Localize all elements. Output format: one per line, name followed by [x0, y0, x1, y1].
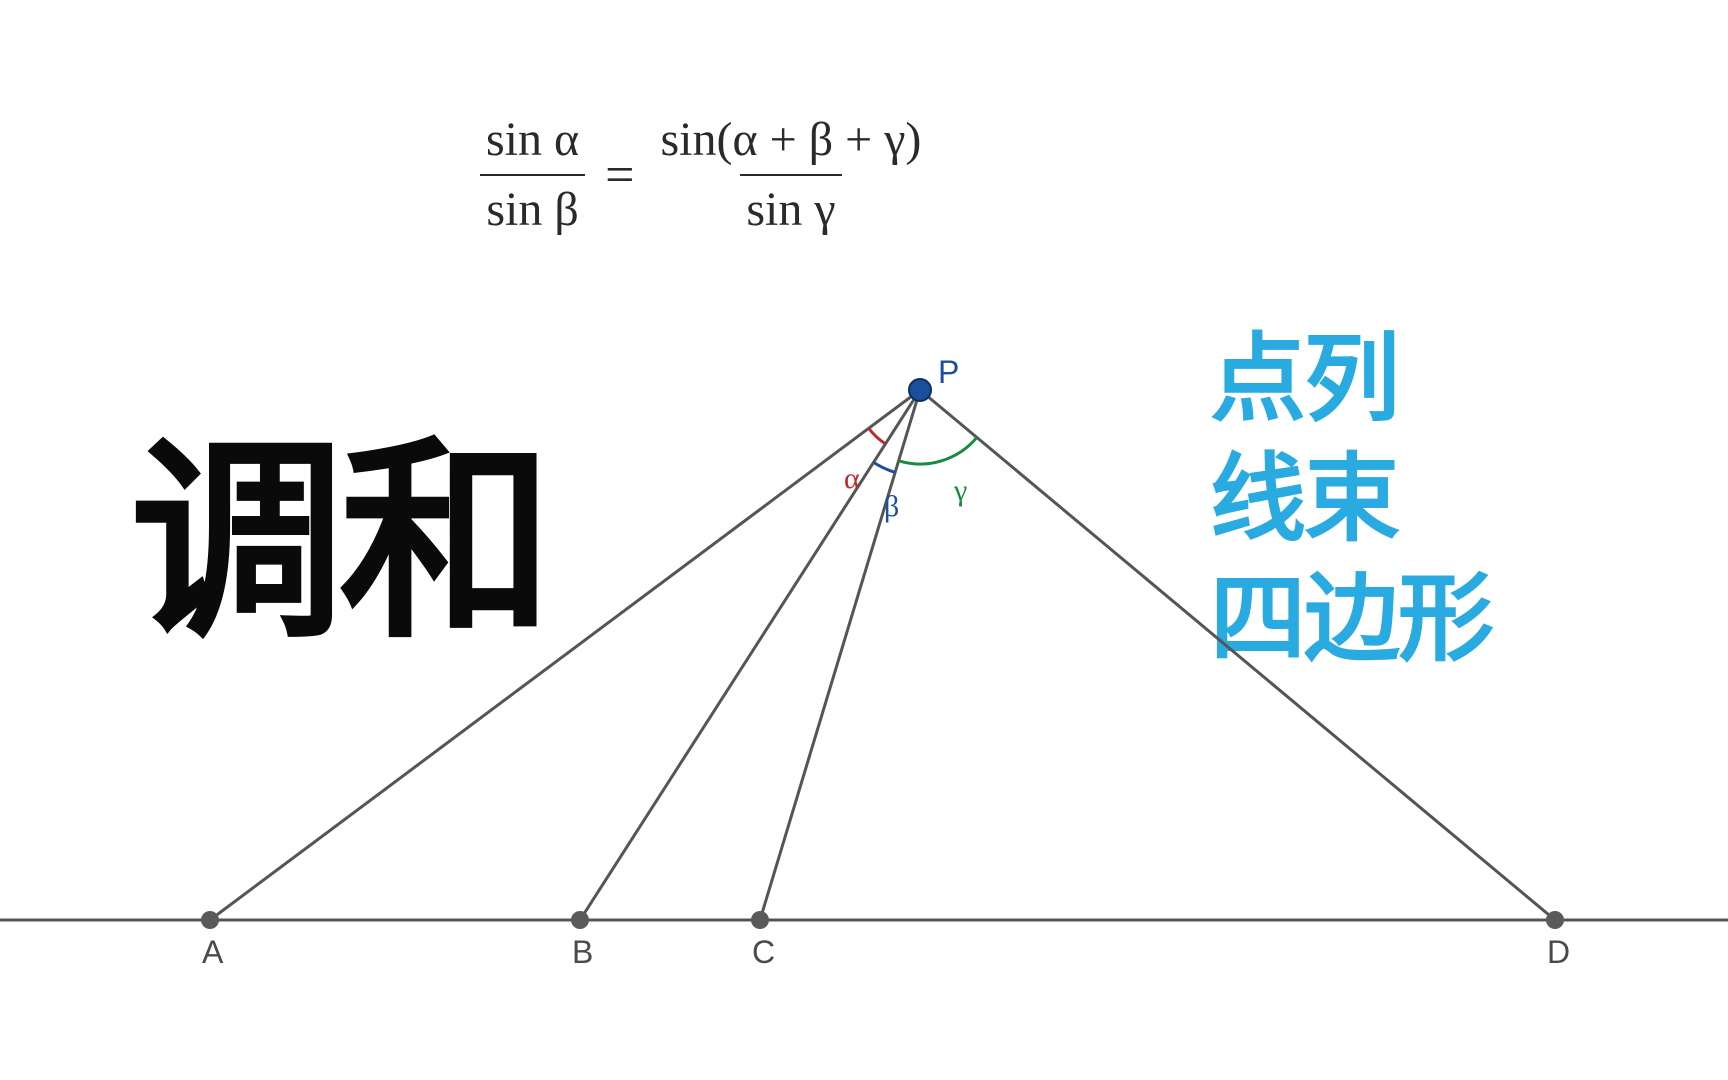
point-label-B: B — [572, 934, 593, 971]
angle-label-γ: γ — [954, 474, 967, 508]
point-label-C: C — [752, 934, 775, 971]
angle-label-α: α — [844, 462, 860, 496]
angle-label-β: β — [884, 490, 899, 524]
point-label-P: P — [938, 354, 959, 391]
harmonic-pencil-diagram — [0, 0, 1728, 1080]
point-label-A: A — [202, 934, 223, 971]
point-label-D: D — [1547, 934, 1570, 971]
